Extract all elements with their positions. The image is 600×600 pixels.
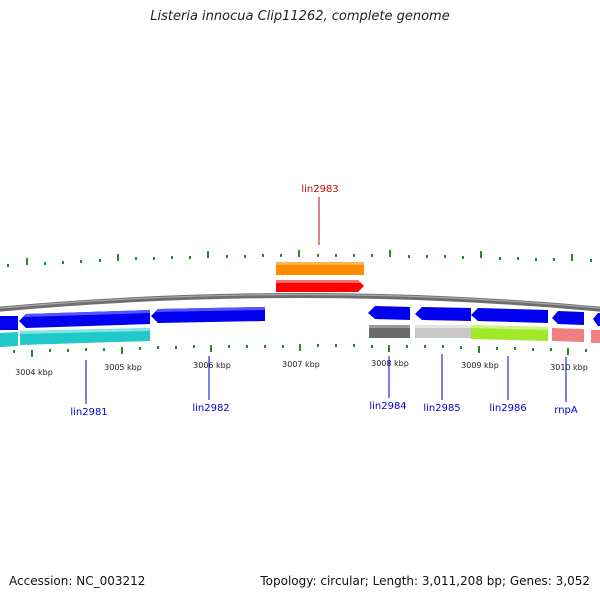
kbp-label: 3004 kbp — [15, 368, 53, 377]
gene-partial-left — [0, 316, 18, 330]
kbp-label: 3010 kbp — [550, 363, 588, 372]
feature-pink-partial — [591, 330, 600, 343]
feature-cyan-partial — [0, 332, 18, 347]
gene-partial-right — [593, 313, 600, 326]
leader-lines — [85, 197, 567, 404]
genome-backbone — [0, 293, 600, 312]
gene-lin2981-highlight — [24, 310, 150, 317]
feature-cyan-highlight — [20, 328, 150, 334]
reverse-strand-genes — [0, 306, 600, 330]
kbp-label: 3009 kbp — [461, 361, 499, 370]
gene-orange-block — [276, 262, 364, 275]
accession-text: Accession: NC_003212 — [9, 574, 146, 588]
gene-lin2984-arrow — [368, 306, 410, 320]
feature-darkgray-block — [369, 325, 410, 338]
outer-tick-group — [7, 250, 592, 267]
gene-label-lin2982: lin2982 — [192, 403, 229, 414]
kbp-label: 3007 kbp — [282, 360, 320, 369]
feature-darkgray-highlight — [369, 325, 410, 328]
gene-orange-highlight — [276, 262, 364, 265]
gene-lin2983-highlight — [276, 280, 361, 283]
gene-label-lin2983: lin2983 — [301, 184, 338, 195]
gene-lin2985-arrow — [415, 307, 471, 321]
kbp-label-group: 3004 kbp 3005 kbp 3006 kbp 3007 kbp 3008… — [15, 359, 588, 377]
genome-backbone-highlight — [0, 293, 600, 309]
gene-lin2982-highlight — [156, 307, 265, 312]
gene-label-lin2984: lin2984 — [369, 401, 406, 412]
kbp-label: 3008 kbp — [371, 359, 409, 368]
feature-lightgray-highlight — [415, 325, 471, 328]
feature-green-highlight — [471, 325, 548, 330]
gene-label-lin2985: lin2985 — [423, 403, 460, 414]
inner-tick-group — [13, 344, 587, 357]
gene-label-lin2986: lin2986 — [489, 403, 526, 414]
gene-label-lin2981: lin2981 — [70, 407, 107, 418]
feature-pink-block — [552, 328, 584, 342]
kbp-label: 3006 kbp — [193, 361, 231, 370]
inner-feature-row — [0, 325, 600, 347]
forward-strand-genes — [276, 262, 364, 292]
kbp-label: 3005 kbp — [104, 363, 142, 372]
gene-rnpA-arrow — [552, 311, 584, 325]
genome-title: Listeria innocua Clip11262, complete gen… — [150, 9, 450, 24]
gene-label-group: lin2981 lin2982 lin2983 lin2984 lin2985 … — [70, 184, 578, 418]
topology-summary-text: Topology: circular; Length: 3,011,208 bp… — [260, 574, 590, 588]
feature-lightgray-block — [415, 325, 471, 338]
gene-lin2986-arrow — [471, 308, 548, 323]
gene-label-rnpA: rnpA — [554, 405, 578, 416]
